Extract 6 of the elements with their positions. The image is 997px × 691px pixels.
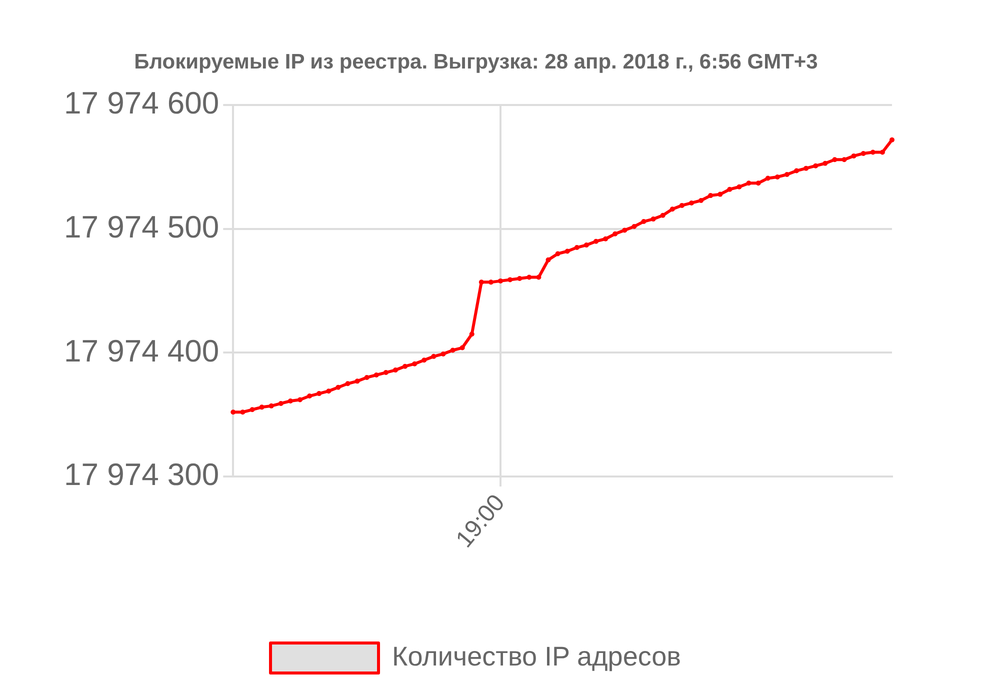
y-tick-label: 17 974 400: [64, 333, 220, 368]
chart-title: Блокируемые IP из реестра. Выгрузка: 28 апр. 2018 г., 6:56 GMT+3: [134, 50, 818, 74]
y-tick-label: 17 974 600: [64, 86, 220, 121]
legend-label: Количество IP адресов: [392, 641, 681, 672]
y-tick-label: 17 974 500: [64, 210, 220, 245]
y-tick-label: 17 974 300: [64, 457, 220, 492]
